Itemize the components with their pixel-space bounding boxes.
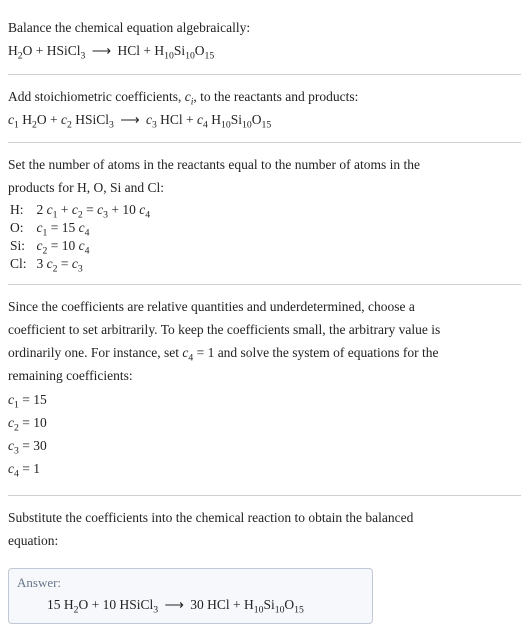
sub: 3 — [153, 605, 158, 616]
solve-row: c1 = 15 — [8, 390, 521, 410]
sub: 10 — [242, 119, 252, 130]
solve-text-3: ordinarily one. For instance, set c4 = 1… — [8, 343, 521, 363]
row-eq: 2 c1 + c2 = c3 + 10 c4 — [37, 202, 521, 218]
balance-text-2: products for H, O, Si and Cl: — [8, 178, 521, 198]
txt: HSiCl — [72, 112, 109, 127]
sub: 3 — [109, 119, 114, 130]
intro-equation: H2O + HSiCl3 ⟶ HCl + H10Si10O15 — [8, 41, 521, 61]
coeffs-text: Add stoichiometric coefficients, ci, to … — [8, 87, 521, 107]
section-answer: Substitute the coefficients into the che… — [8, 496, 521, 625]
arrow-icon: ⟶ — [161, 597, 186, 612]
txt: O — [195, 43, 205, 58]
section-coeffs: Add stoichiometric coefficients, ci, to … — [8, 75, 521, 144]
row-label: O: — [8, 220, 27, 236]
txt: Si — [231, 112, 242, 127]
txt: O + 10 HSiCl — [78, 597, 153, 612]
lhs: H2O + HSiCl3 — [8, 43, 85, 58]
txt: ordinarily one. For instance, set — [8, 345, 182, 360]
txt: HCl + — [157, 112, 197, 127]
txt: = 1 and solve the system of equations fo… — [193, 345, 438, 360]
txt: 15 H — [47, 597, 74, 612]
txt: Si — [263, 597, 274, 612]
answer-text-2: equation: — [8, 531, 521, 551]
solve-text-4: remaining coefficients: — [8, 366, 521, 386]
arrow-icon: ⟶ — [89, 43, 114, 58]
txt: Add stoichiometric coefficients, — [8, 89, 185, 104]
answer-text-1: Substitute the coefficients into the che… — [8, 508, 521, 528]
section-solve: Since the coefficients are relative quan… — [8, 285, 521, 496]
section-intro: Balance the chemical equation algebraica… — [8, 6, 521, 75]
txt: = 10 — [47, 238, 78, 253]
balance-text-1: Set the number of atoms in the reactants… — [8, 155, 521, 175]
txt: , to the reactants and products: — [193, 89, 358, 104]
sub: 10 — [254, 605, 264, 616]
intro-text: Balance the chemical equation algebraica… — [8, 18, 521, 38]
val: = 1 — [19, 461, 40, 476]
sub: 10 — [185, 51, 195, 62]
val: = 30 — [19, 438, 47, 453]
solve-text-2: coefficient to set arbitrarily. To keep … — [8, 320, 521, 340]
sub: 3 — [81, 51, 86, 62]
row-eq: c1 = 15 c4 — [37, 220, 521, 236]
txt: = — [58, 256, 72, 271]
txt: + 10 — [108, 202, 139, 217]
sub: 3 — [78, 263, 83, 274]
sub: 10 — [164, 51, 174, 62]
coeffs-equation: c1 H2O + c2 HSiCl3 ⟶ c3 HCl + c4 H10Si10… — [8, 110, 521, 130]
sub: 15 — [261, 119, 271, 130]
answer-equation: 15 H2O + 10 HSiCl3 ⟶ 30 HCl + H10Si10O15 — [17, 597, 364, 613]
txt: HCl + H — [117, 43, 164, 58]
txt: O — [284, 597, 294, 612]
solve-text-1: Since the coefficients are relative quan… — [8, 297, 521, 317]
solve-row: c2 = 10 — [8, 413, 521, 433]
row-label: Si: — [8, 238, 27, 254]
sub: 15 — [205, 51, 215, 62]
txt: + — [58, 202, 72, 217]
arrow-icon: ⟶ — [117, 112, 142, 127]
row-label: Cl: — [8, 256, 27, 272]
txt: 2 — [37, 202, 47, 217]
txt: H — [208, 112, 221, 127]
txt: H — [8, 43, 18, 58]
txt: = — [83, 202, 97, 217]
answer-title: Answer: — [17, 575, 364, 591]
txt: 30 HCl + H — [190, 597, 254, 612]
answer-box: Answer: 15 H2O + 10 HSiCl3 ⟶ 30 HCl + H1… — [8, 568, 373, 624]
rhs: HCl + H10Si10O15 — [117, 43, 214, 58]
sub: 10 — [221, 119, 231, 130]
row-eq: c2 = 10 c4 — [37, 238, 521, 254]
txt: 3 — [37, 256, 47, 271]
txt: = 15 — [47, 220, 78, 235]
txt: Si — [174, 43, 185, 58]
row-eq: 3 c2 = c3 — [37, 256, 521, 272]
txt: O + HSiCl — [23, 43, 81, 58]
sub: 15 — [294, 605, 304, 616]
val: = 15 — [19, 392, 47, 407]
txt: O + — [37, 112, 61, 127]
txt: H — [19, 112, 32, 127]
solve-row: c4 = 1 — [8, 459, 521, 479]
section-balance: Set the number of atoms in the reactants… — [8, 143, 521, 285]
solve-row: c3 = 30 — [8, 436, 521, 456]
row-label: H: — [8, 202, 27, 218]
sub: 10 — [275, 605, 285, 616]
val: = 10 — [19, 415, 47, 430]
balance-table: H: 2 c1 + c2 = c3 + 10 c4 O: c1 = 15 c4 … — [8, 202, 521, 272]
